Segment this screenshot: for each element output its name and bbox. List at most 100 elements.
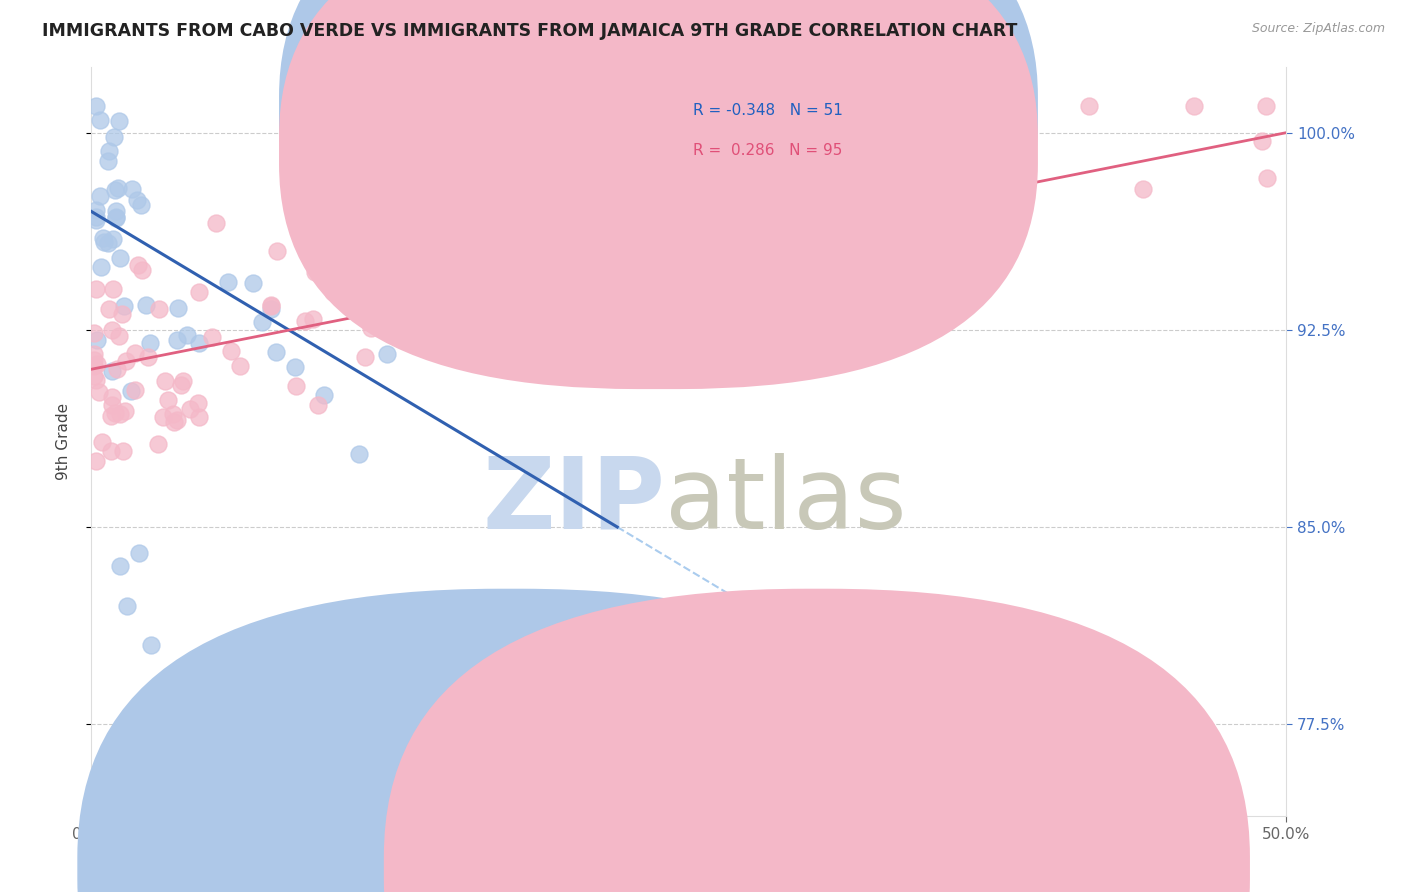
Point — [83, 359, 105, 373]
Point — [108, 329, 131, 343]
Point — [284, 359, 307, 374]
Point — [84, 213, 107, 227]
Point — [266, 244, 288, 258]
FancyBboxPatch shape — [617, 82, 917, 191]
Point — [219, 344, 242, 359]
Point — [91, 231, 114, 245]
Text: atlas: atlas — [665, 453, 907, 550]
Point — [250, 314, 273, 328]
Point — [100, 443, 122, 458]
Point — [205, 216, 228, 230]
Point — [724, 300, 747, 314]
Point — [166, 301, 188, 315]
Point — [135, 298, 157, 312]
Point — [375, 347, 398, 361]
Point — [124, 346, 146, 360]
Point — [101, 398, 124, 412]
Point — [108, 114, 131, 128]
Point — [148, 301, 170, 316]
Point — [104, 204, 127, 219]
Point — [360, 290, 382, 304]
Point — [1256, 170, 1278, 185]
Point — [97, 144, 120, 158]
Point — [87, 385, 110, 400]
Point — [565, 343, 588, 357]
Point — [108, 559, 131, 574]
Point — [1251, 134, 1274, 148]
Point — [107, 181, 129, 195]
Text: R =  0.286   N = 95: R = 0.286 N = 95 — [693, 143, 842, 158]
Point — [1182, 99, 1205, 113]
Point — [543, 341, 565, 355]
Point — [1077, 99, 1099, 113]
Point — [153, 374, 176, 388]
Point — [90, 260, 112, 274]
Point — [633, 242, 655, 256]
Point — [748, 345, 770, 359]
Point — [128, 546, 150, 560]
Point — [105, 211, 128, 226]
Point — [138, 350, 160, 364]
Point — [264, 345, 287, 359]
Point — [83, 326, 105, 340]
Point — [260, 300, 283, 314]
Point — [101, 364, 124, 378]
Point — [172, 375, 194, 389]
Point — [949, 242, 972, 256]
Point — [146, 436, 169, 450]
Point — [97, 154, 120, 169]
Point — [1132, 181, 1154, 195]
Point — [304, 265, 326, 279]
Point — [152, 409, 174, 424]
Point — [187, 409, 209, 424]
Point — [89, 113, 111, 128]
Point — [179, 402, 201, 417]
Point — [285, 218, 308, 232]
Point — [129, 198, 152, 212]
Point — [763, 185, 786, 199]
Point — [162, 407, 184, 421]
Point — [84, 203, 107, 218]
Point — [789, 242, 811, 256]
Point — [86, 333, 108, 347]
Point — [84, 282, 107, 296]
Point — [260, 301, 283, 316]
Point — [101, 232, 124, 246]
Point — [706, 258, 728, 272]
Point — [337, 273, 360, 287]
Point — [188, 285, 211, 300]
Point — [294, 314, 316, 328]
Point — [103, 129, 125, 144]
Point — [433, 314, 456, 328]
Point — [186, 396, 208, 410]
Point — [93, 235, 115, 249]
Point — [163, 416, 186, 430]
Point — [91, 435, 114, 450]
Point — [83, 369, 105, 384]
Point — [156, 392, 179, 407]
Point — [89, 189, 111, 203]
Point — [83, 347, 105, 361]
Point — [456, 305, 478, 319]
Point — [131, 263, 153, 277]
Text: IMMIGRANTS FROM CABO VERDE VS IMMIGRANTS FROM JAMAICA 9TH GRADE CORRELATION CHAR: IMMIGRANTS FROM CABO VERDE VS IMMIGRANTS… — [42, 22, 1018, 40]
Point — [105, 210, 128, 224]
Point — [124, 384, 146, 398]
Point — [104, 406, 127, 420]
Point — [550, 268, 572, 282]
Point — [139, 336, 162, 351]
Point — [127, 193, 149, 207]
Point — [731, 238, 754, 252]
Point — [86, 357, 108, 371]
Point — [98, 301, 121, 316]
Point — [783, 199, 806, 213]
Point — [84, 99, 107, 113]
Point — [166, 333, 188, 347]
Text: Immigrants from Cabo Verde: Immigrants from Cabo Verde — [534, 861, 755, 875]
Point — [333, 293, 356, 307]
Point — [547, 202, 569, 216]
Point — [100, 390, 122, 404]
Point — [120, 384, 142, 399]
Point — [100, 409, 122, 424]
Point — [105, 361, 128, 376]
